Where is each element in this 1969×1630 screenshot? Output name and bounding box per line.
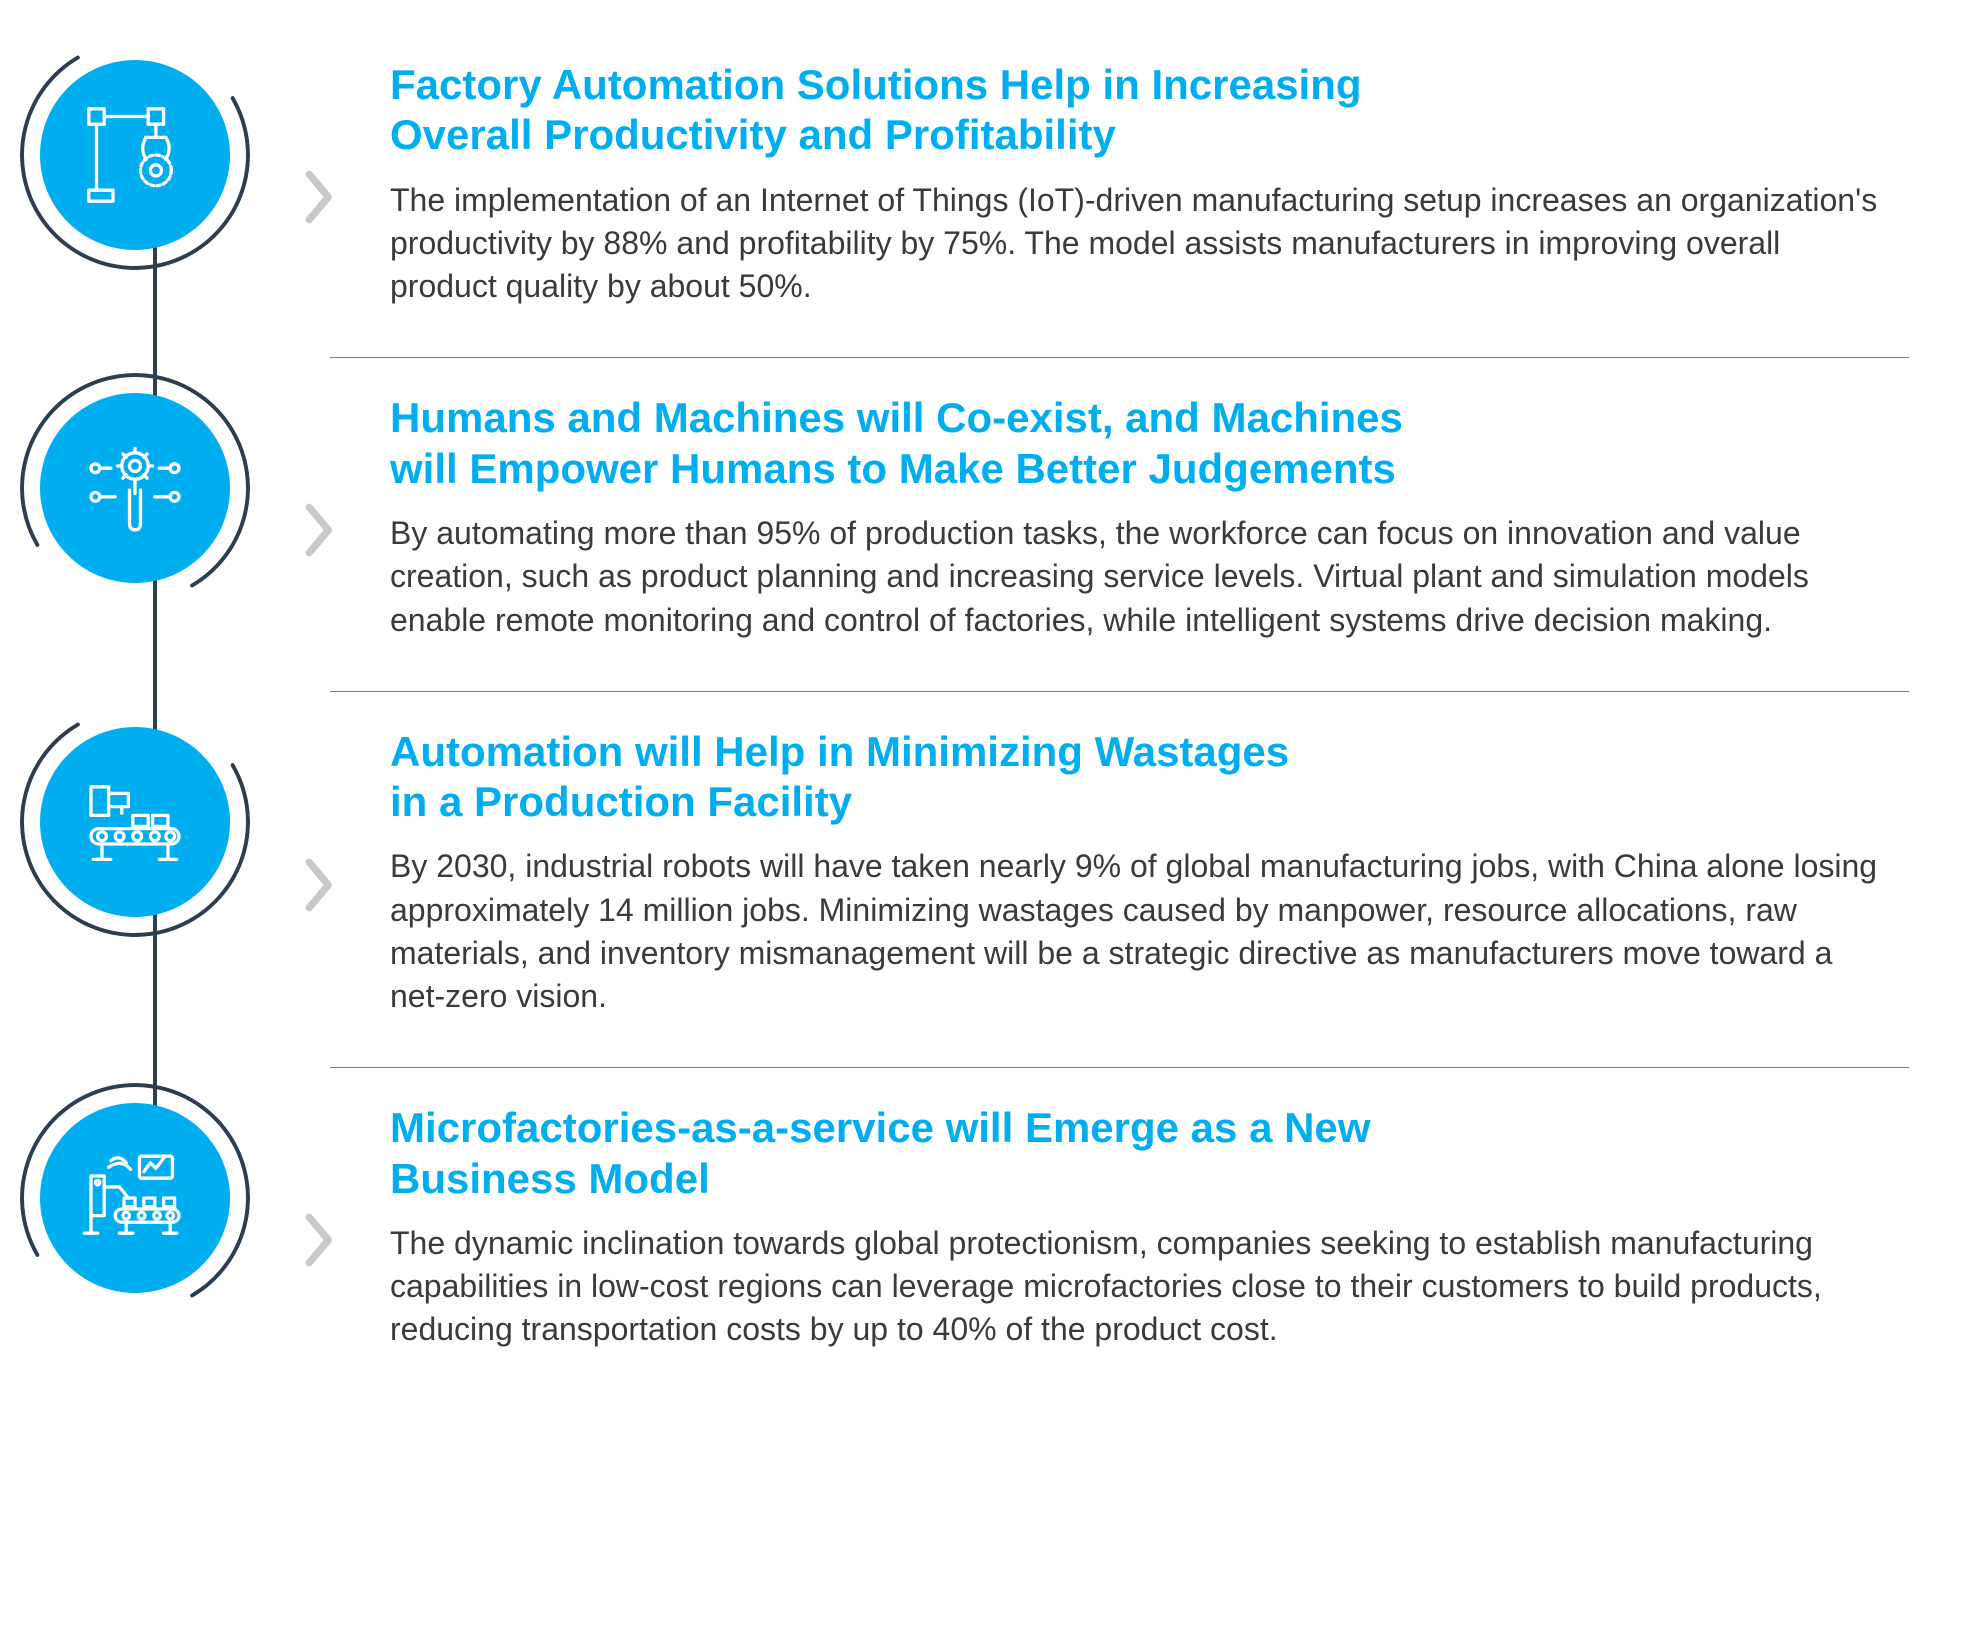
item-title: Factory Automation Solutions Help in Inc… xyxy=(390,60,1889,161)
item-title: Humans and Machines will Co-exist, and M… xyxy=(390,393,1889,494)
item-title: Automation will Help in Minimizing Wasta… xyxy=(390,727,1889,828)
divider xyxy=(330,357,1909,358)
icon-circle xyxy=(40,60,230,250)
list-item: Automation will Help in Minimizing Wasta… xyxy=(20,707,1909,1054)
hand-gear-icon xyxy=(80,433,190,543)
list-item: Factory Automation Solutions Help in Inc… xyxy=(20,40,1909,343)
chevron-icon xyxy=(290,157,350,227)
item-body: The implementation of an Internet of Thi… xyxy=(390,179,1889,309)
list-item: Microfactories-as-a-service will Emerge … xyxy=(20,1083,1909,1386)
infographic-list: Factory Automation Solutions Help in Inc… xyxy=(20,40,1909,1387)
item-body: By automating more than 95% of productio… xyxy=(390,512,1889,642)
conveyor-icon xyxy=(80,767,190,877)
icon-circle xyxy=(40,1103,230,1293)
item-body: The dynamic inclination towards global p… xyxy=(390,1222,1889,1352)
chevron-icon xyxy=(290,490,350,560)
item-body: By 2030, industrial robots will have tak… xyxy=(390,845,1889,1018)
divider xyxy=(330,691,1909,692)
item-title: Microfactories-as-a-service will Emerge … xyxy=(390,1103,1889,1204)
microfactory-icon xyxy=(80,1143,190,1253)
robot-arm-icon xyxy=(80,100,190,210)
icon-circle xyxy=(40,393,230,583)
divider xyxy=(330,1067,1909,1068)
icon-circle xyxy=(40,727,230,917)
list-item: Humans and Machines will Co-exist, and M… xyxy=(20,373,1909,676)
chevron-icon xyxy=(290,1200,350,1270)
chevron-icon xyxy=(290,845,350,915)
